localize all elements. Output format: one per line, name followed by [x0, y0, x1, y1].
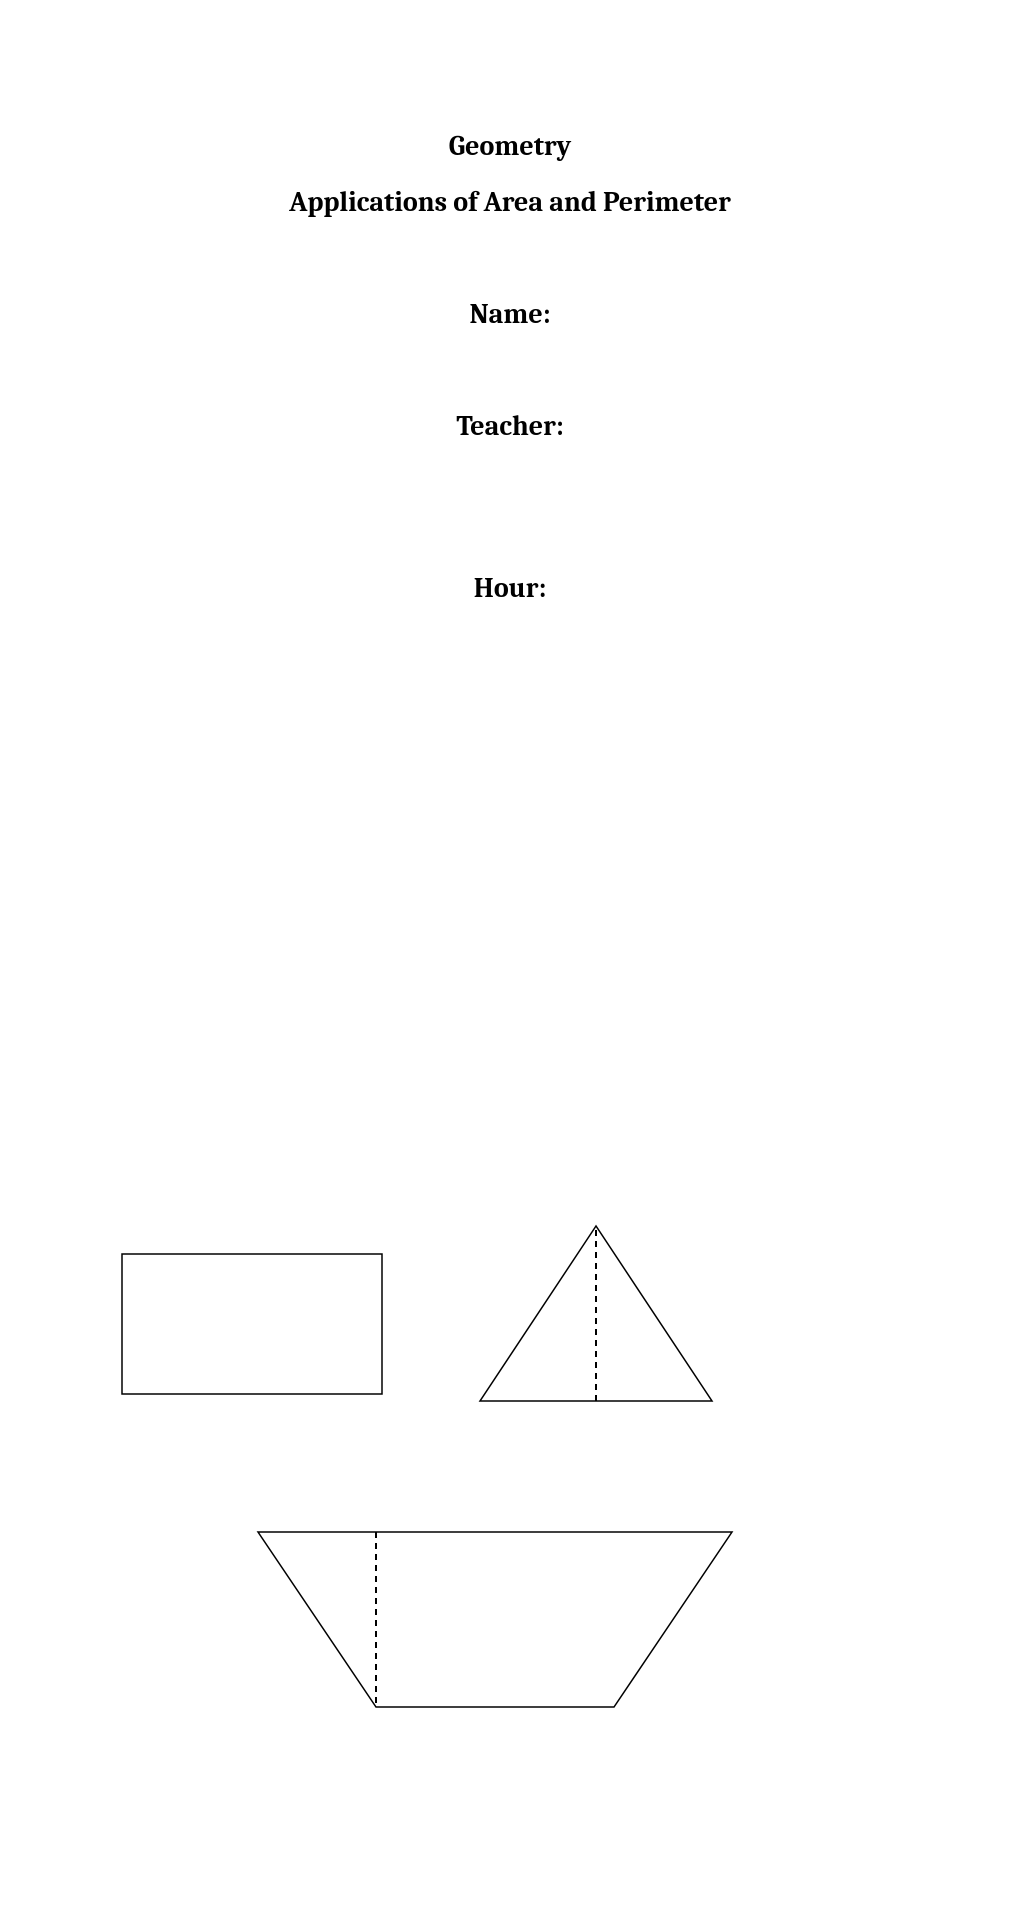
rectangle-shape: [122, 1254, 382, 1394]
hour-field-label: Hour:: [0, 572, 1020, 604]
geometry-shapes-svg: [0, 604, 1020, 1924]
name-field-label: Name:: [0, 298, 1020, 330]
trapezoid-shape: [258, 1532, 732, 1707]
page-title-line1: Geometry: [0, 130, 1020, 162]
teacher-field-label: Teacher:: [0, 410, 1020, 442]
page-title-line2: Applications of Area and Perimeter: [0, 186, 1020, 218]
title-section: Geometry Applications of Area and Perime…: [0, 0, 1020, 218]
